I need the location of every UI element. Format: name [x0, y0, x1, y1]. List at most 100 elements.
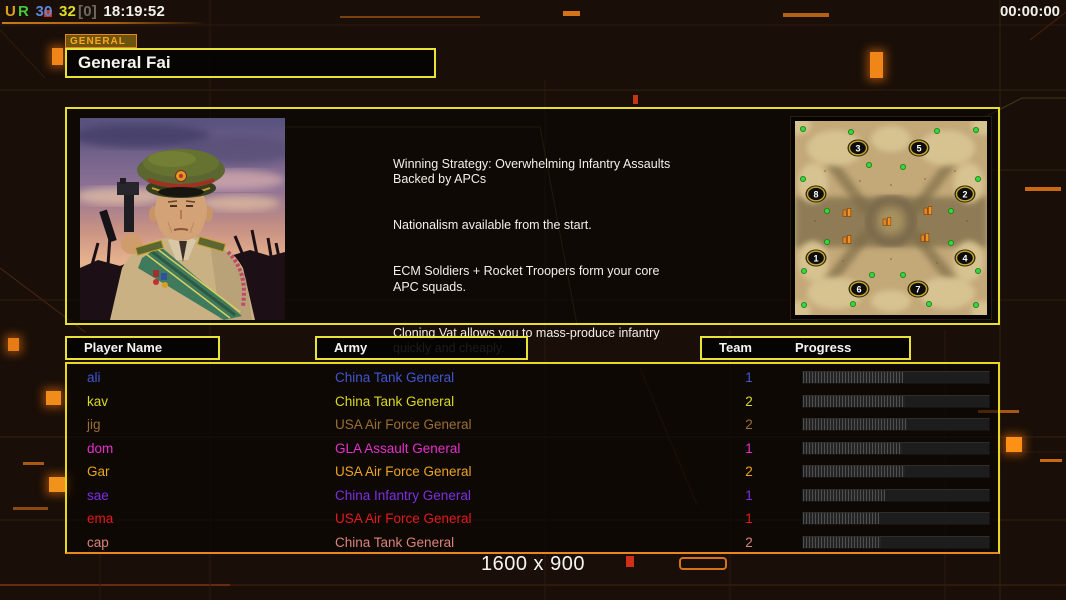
player-list: ali China Tank General 1 kav China Tank Gene…	[65, 362, 1000, 554]
strategy-text: Winning Strategy: Overwhelming Infantry …	[393, 141, 723, 387]
hud-num2: 32	[58, 3, 77, 20]
decor-dash	[1025, 187, 1061, 191]
spawn-marker	[909, 140, 929, 156]
spawn-number: 2	[962, 189, 967, 199]
tree-dot	[800, 126, 806, 132]
header-player-name: Player Name	[65, 336, 220, 360]
tree-dot	[900, 271, 907, 278]
tree-dot	[972, 127, 979, 133]
spawn-number: 4	[962, 253, 967, 263]
decor-square	[44, 10, 52, 17]
player-name: ali	[87, 370, 101, 385]
decor-dash	[563, 11, 580, 16]
tree-dot	[933, 128, 940, 134]
player-name: cap	[87, 534, 109, 550]
derrick-icon	[842, 235, 852, 244]
resolution-label: 1600 x 900	[481, 553, 585, 575]
decor-dash	[1040, 459, 1062, 462]
player-army: China Tank General	[335, 534, 455, 550]
player-army: GLA Assault General	[335, 440, 461, 456]
player-team: 1	[745, 511, 753, 526]
minimap-derricks	[842, 206, 933, 244]
table-row: kav China Tank General 2	[69, 390, 1000, 414]
table-row: cap China Tank General 2	[69, 531, 1000, 555]
general-portrait	[80, 118, 285, 320]
tree-dot	[866, 162, 873, 169]
tree-dot	[801, 267, 807, 274]
decor-square	[633, 95, 638, 104]
player-progress-bar	[802, 441, 990, 455]
tree-dot	[800, 176, 806, 183]
player-progress-bar	[802, 535, 990, 549]
general-info-panel: Winning Strategy: Overwhelming Infantry …	[65, 107, 1000, 355]
strategy-paragraph: Nationalism available from the start.	[393, 218, 592, 232]
decor-square	[870, 52, 883, 78]
spawn-number: 1	[813, 253, 818, 263]
player-name: dom	[87, 440, 114, 456]
player-rows: ali China Tank General 1 kav China Tank Gene…	[69, 366, 1000, 554]
tree-dot	[801, 301, 807, 308]
tree-dot	[869, 271, 876, 278]
header-team-progress: Team Progress	[700, 336, 911, 360]
general-name: General Fai	[65, 48, 436, 78]
decor-dash	[23, 462, 44, 465]
minimap: 3 5 8 2 1 4 6 7	[787, 115, 995, 321]
hud-underline	[2, 22, 207, 24]
player-progress-bar	[802, 394, 990, 408]
decor-pill	[679, 557, 727, 570]
decor-dash	[340, 16, 480, 18]
minimap-spawn-markers: 3 5 8 2 1 4 6 7	[805, 139, 976, 298]
player-army: China Tank General	[335, 370, 455, 385]
strategy-paragraph: ECM Soldiers + Rocket Troopers form your…	[393, 264, 660, 294]
player-team: 2	[745, 464, 753, 479]
table-row: ema USA Air Force General 1	[69, 507, 1000, 531]
tree-dot	[947, 240, 954, 247]
tree-dot	[848, 128, 855, 135]
progress-fill	[803, 395, 906, 407]
player-army: USA Air Force General	[335, 511, 472, 526]
table-row: sae China Infantry General 1	[69, 484, 1000, 508]
player-team: 1	[745, 440, 753, 456]
player-army: China Tank General	[335, 393, 455, 409]
derrick-icon	[842, 208, 852, 217]
spawn-number: 8	[813, 189, 818, 199]
spawn-marker	[955, 186, 975, 202]
decor-dash	[13, 507, 48, 510]
spawn-number: 7	[915, 284, 920, 294]
player-progress-bar	[802, 418, 990, 431]
spawn-number: 6	[856, 284, 861, 294]
player-progress-bar	[802, 465, 990, 478]
progress-fill	[803, 536, 882, 548]
header-army: Army	[315, 336, 528, 360]
spawn-number: 5	[916, 143, 921, 153]
spawn-marker	[806, 186, 826, 202]
tree-dot	[974, 176, 981, 183]
progress-fill	[803, 489, 885, 501]
progress-fill	[803, 419, 908, 430]
header-progress: Progress	[795, 340, 852, 355]
decor-dash	[783, 13, 829, 17]
tree-dot	[972, 301, 979, 308]
derrick-icon	[882, 217, 892, 226]
decor-square	[49, 477, 66, 492]
spawn-marker	[849, 281, 869, 297]
strategy-paragraph: Winning Strategy: Overwhelming Infantry …	[393, 156, 671, 187]
hud-r: R	[18, 3, 30, 20]
table-row: Gar USA Air Force General 2	[69, 460, 1000, 484]
minimap-trees	[800, 126, 981, 308]
player-army: USA Air Force General	[335, 417, 472, 432]
hud-clock: 18:19:52	[103, 3, 165, 20]
hud-num1: 30	[35, 3, 53, 20]
progress-fill	[803, 442, 902, 454]
player-team: 2	[745, 417, 753, 432]
derrick-icon	[923, 206, 933, 215]
derrick-icon	[920, 233, 930, 242]
decor-square	[46, 391, 61, 405]
spawn-marker	[908, 281, 928, 297]
header-team: Team	[719, 340, 752, 355]
progress-fill	[803, 466, 906, 477]
tree-dot	[850, 300, 857, 307]
hud-u: U	[5, 3, 17, 20]
player-team: 2	[745, 393, 753, 409]
tree-dot	[823, 208, 830, 215]
